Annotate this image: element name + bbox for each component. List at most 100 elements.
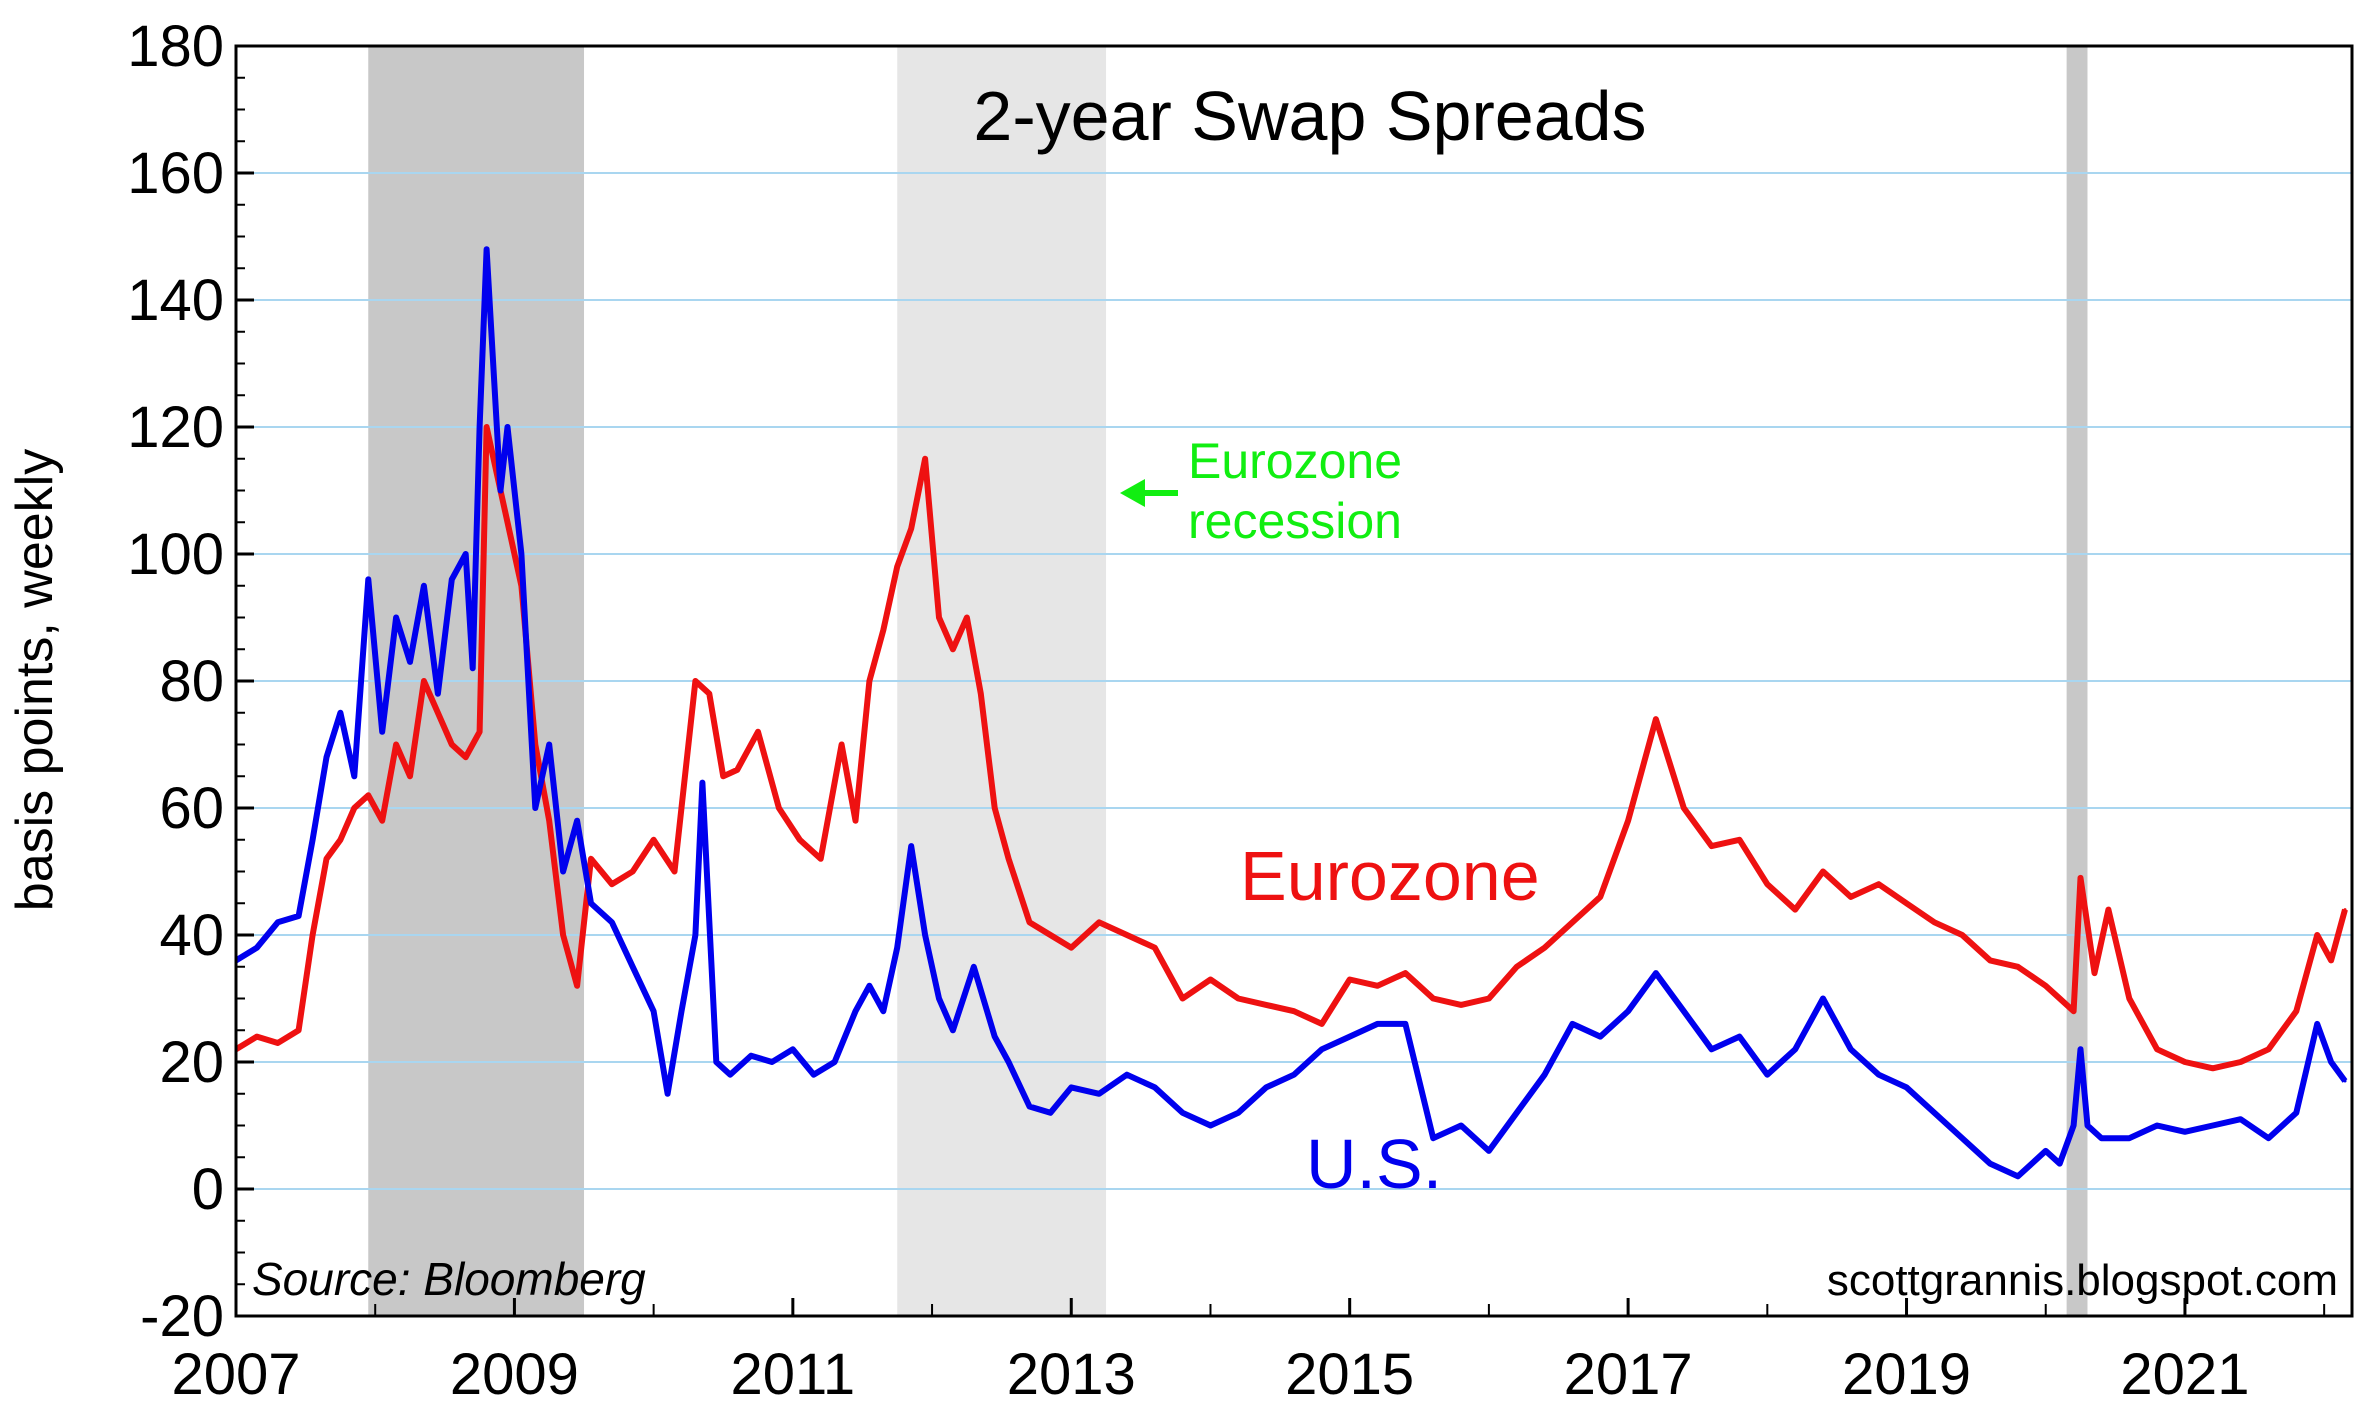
data-point xyxy=(1403,971,1407,975)
data-point xyxy=(324,755,328,759)
data-point xyxy=(485,247,489,251)
data-point xyxy=(2072,1009,2076,1013)
data-point xyxy=(1181,997,1185,1000)
data-point xyxy=(352,774,356,778)
data-point xyxy=(2343,1079,2347,1083)
data-point xyxy=(2092,971,2096,975)
data-point xyxy=(1069,946,1073,950)
data-point xyxy=(895,946,899,950)
data-point xyxy=(1208,1124,1212,1127)
data-point xyxy=(1153,946,1157,950)
data-point xyxy=(575,819,579,823)
data-point xyxy=(1960,1136,1964,1140)
data-point xyxy=(1320,1022,1324,1026)
data-point xyxy=(380,819,384,823)
data-point xyxy=(909,527,913,531)
data-point xyxy=(2099,1136,2103,1140)
data-point xyxy=(276,1041,280,1045)
data-point xyxy=(485,425,489,429)
left-arrow-icon xyxy=(1120,479,1145,507)
data-point xyxy=(1932,920,1936,924)
x-tick-label-2019: 2019 xyxy=(1842,1342,1971,1407)
x-tick-label-2015: 2015 xyxy=(1285,1342,1414,1407)
y-tick-label-120: 120 xyxy=(127,395,224,460)
data-point xyxy=(1932,1111,1936,1115)
data-point xyxy=(652,838,656,842)
data-point xyxy=(1459,1124,1463,1127)
data-point xyxy=(1626,819,1630,823)
data-point xyxy=(2072,1124,2076,1127)
data-point xyxy=(450,743,454,746)
data-point xyxy=(867,984,871,988)
data-point xyxy=(1988,1162,1992,1166)
data-point xyxy=(422,584,426,588)
y-tick-label-20: 20 xyxy=(159,1030,224,1095)
data-point xyxy=(1570,920,1574,924)
data-point xyxy=(756,730,760,734)
data-point xyxy=(499,489,502,492)
data-point xyxy=(1153,1085,1157,1089)
data-point xyxy=(1376,1022,1380,1026)
y-tick-label--20: -20 xyxy=(140,1284,224,1349)
y-axis-label: basis points, weekly xyxy=(6,449,64,911)
y-tick-label-100: 100 xyxy=(127,522,224,587)
data-point xyxy=(951,647,955,651)
data-point xyxy=(840,743,844,746)
data-point xyxy=(2044,1149,2048,1153)
data-point xyxy=(2239,1060,2243,1064)
data-point xyxy=(366,793,370,797)
y-tick-label-0: 0 xyxy=(192,1157,224,1222)
data-point xyxy=(450,577,454,581)
data-point xyxy=(2343,908,2347,912)
data-point xyxy=(1905,1085,1909,1089)
data-point xyxy=(2016,1174,2020,1178)
data-point xyxy=(575,984,579,988)
data-point xyxy=(324,857,328,861)
data-point xyxy=(972,965,976,969)
data-point xyxy=(2266,1136,2270,1140)
data-point xyxy=(735,768,739,772)
x-axis-ticks: 2007 2009 2011 2013 2015 2017 2019 2021 xyxy=(171,1298,2326,1407)
data-point xyxy=(380,730,384,734)
data-point xyxy=(255,1035,259,1039)
data-point xyxy=(1877,882,1881,886)
data-point xyxy=(1125,1073,1129,1077)
y-tick-label-180: 180 xyxy=(127,14,224,79)
eurozone-series-label: Eurozone xyxy=(1240,837,1540,915)
data-point xyxy=(2183,1060,2187,1064)
data-point xyxy=(1403,1022,1407,1026)
data-point xyxy=(255,946,259,950)
data-point xyxy=(728,1073,732,1077)
x-tick-label-2007: 2007 xyxy=(171,1342,300,1407)
data-point xyxy=(1598,895,1602,899)
data-point xyxy=(1543,1073,1547,1077)
data-point xyxy=(1765,1073,1769,1077)
x-tick-label-2013: 2013 xyxy=(1007,1342,1136,1407)
data-point xyxy=(1208,977,1212,981)
data-point xyxy=(408,660,412,664)
data-point xyxy=(909,844,913,848)
data-point xyxy=(693,679,697,683)
data-point xyxy=(311,933,315,937)
data-point xyxy=(1654,971,1658,975)
data-point xyxy=(2044,984,2048,988)
data-point xyxy=(1543,946,1547,950)
data-point xyxy=(1905,901,1909,905)
data-point xyxy=(714,1060,718,1064)
data-point xyxy=(422,679,426,683)
data-point xyxy=(464,552,468,556)
data-point xyxy=(1097,920,1101,924)
data-point xyxy=(993,1035,997,1039)
data-point xyxy=(2329,1060,2333,1064)
data-point xyxy=(338,711,342,715)
data-point xyxy=(631,965,635,969)
data-point xyxy=(1710,1047,1714,1051)
data-point xyxy=(610,920,614,924)
data-point xyxy=(1710,844,1714,848)
data-point xyxy=(2211,1066,2215,1070)
data-point xyxy=(679,1009,683,1013)
data-point xyxy=(1431,1136,1435,1140)
data-point xyxy=(1376,984,1380,988)
data-point xyxy=(1487,997,1491,1000)
data-point xyxy=(937,616,941,619)
